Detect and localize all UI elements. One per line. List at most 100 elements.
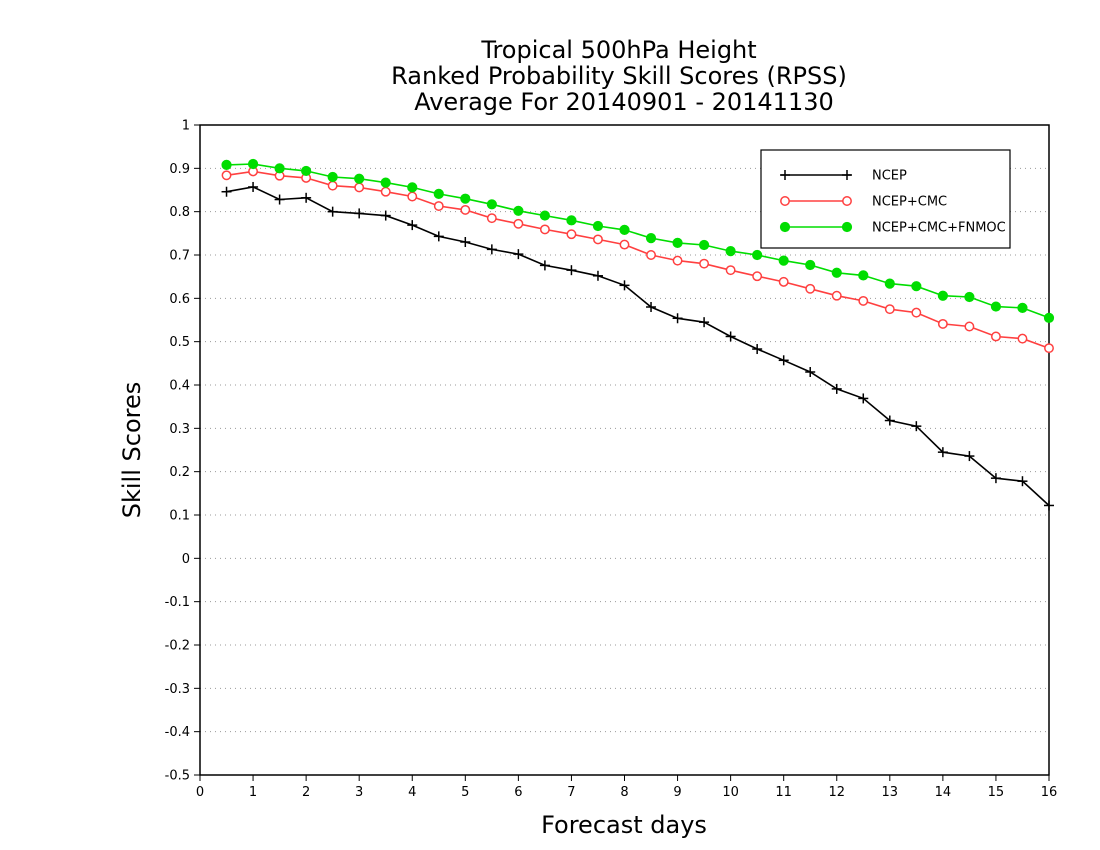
data-point xyxy=(221,186,232,197)
legend: NCEP NCEP+CMC NCEP+CMC+FNMOC xyxy=(760,149,1011,249)
data-point xyxy=(842,170,852,180)
data-point xyxy=(247,158,259,170)
data-point xyxy=(780,196,790,206)
x-tick-label: 0 xyxy=(196,785,204,800)
data-point xyxy=(1044,343,1054,354)
data-point xyxy=(842,196,852,206)
data-point xyxy=(407,182,418,193)
x-axis-label: Forecast days xyxy=(541,811,707,839)
data-point xyxy=(380,177,391,188)
data-point xyxy=(911,281,922,292)
data-point xyxy=(460,204,471,215)
x-tick-label: 6 xyxy=(514,785,522,800)
data-point xyxy=(433,188,444,199)
y-tick-label: 1 xyxy=(182,119,190,134)
data-point xyxy=(778,255,789,266)
data-point xyxy=(964,321,975,332)
x-tick-label: 10 xyxy=(722,785,739,800)
data-point xyxy=(407,220,418,231)
x-tick-label: 13 xyxy=(882,785,899,800)
data-point xyxy=(619,280,630,291)
data-point xyxy=(699,258,710,269)
data-point xyxy=(221,159,232,170)
x-tick-label: 7 xyxy=(567,785,575,800)
data-point xyxy=(752,249,763,261)
legend-item: NCEP xyxy=(780,169,907,184)
data-point xyxy=(221,170,232,181)
x-tick-label: 5 xyxy=(461,785,469,800)
y-tick-label: -0.1 xyxy=(165,595,190,610)
data-point xyxy=(248,181,259,192)
data-point xyxy=(990,301,1002,312)
data-point xyxy=(1017,476,1028,487)
data-point xyxy=(805,367,816,377)
data-point xyxy=(327,180,338,191)
data-point xyxy=(841,221,853,233)
data-point xyxy=(486,213,497,224)
y-tick-label: 0.8 xyxy=(169,205,190,220)
data-point xyxy=(274,194,285,205)
y-tick-label: -0.4 xyxy=(165,725,190,740)
data-point xyxy=(301,165,312,177)
data-point xyxy=(486,199,497,210)
data-point xyxy=(884,415,895,426)
data-point xyxy=(646,302,657,312)
data-point xyxy=(380,210,391,221)
y-tick-label: 0.4 xyxy=(169,379,190,394)
data-point xyxy=(513,218,524,229)
x-tick-label: 12 xyxy=(828,785,845,800)
data-point xyxy=(699,317,710,328)
data-point xyxy=(539,224,550,235)
series-ncep-cmc xyxy=(221,166,1054,354)
data-point xyxy=(460,237,471,247)
data-point xyxy=(964,451,975,462)
title-line-1: Tropical 500hPa Height xyxy=(480,36,756,64)
x-axis: 0 1 2 3 4 5 6 7 8 9 10 11 12 13 14 15 16 xyxy=(196,775,1057,800)
data-point xyxy=(831,383,842,394)
data-point xyxy=(831,290,842,301)
data-point xyxy=(937,290,948,301)
data-point xyxy=(592,220,604,232)
y-tick-label: 0.1 xyxy=(169,509,190,524)
y-tick-label: 0.3 xyxy=(169,422,190,437)
data-point xyxy=(593,234,603,245)
data-point xyxy=(513,205,524,216)
data-point xyxy=(672,255,683,266)
legend-label: NCEP+CMC+FNMOC xyxy=(872,221,1006,236)
data-point xyxy=(725,331,736,342)
data-point xyxy=(780,170,790,180)
data-point xyxy=(513,249,524,260)
data-point xyxy=(858,270,869,281)
x-tick-label: 14 xyxy=(935,785,952,800)
data-point xyxy=(1017,302,1028,313)
grid-lines xyxy=(200,167,1049,733)
y-tick-label: 0.7 xyxy=(169,249,190,264)
data-point xyxy=(752,344,763,355)
data-point xyxy=(964,291,975,303)
data-point xyxy=(566,229,577,240)
chart-title: Tropical 500hPa Height Ranked Probabilit… xyxy=(391,36,847,116)
data-point xyxy=(486,244,497,255)
data-point xyxy=(672,237,683,248)
data-point xyxy=(937,447,948,458)
y-tick-label: -0.3 xyxy=(165,682,190,697)
data-point xyxy=(539,260,550,271)
data-point xyxy=(407,191,418,202)
legend-label: NCEP xyxy=(872,169,907,184)
data-point xyxy=(592,270,603,281)
data-point xyxy=(805,259,816,271)
x-tick-label: 11 xyxy=(775,785,792,800)
x-tick-label: 8 xyxy=(620,785,628,800)
data-point xyxy=(460,193,471,204)
title-line-3: Average For 20140901 - 20141130 xyxy=(414,88,834,116)
data-point xyxy=(380,186,391,197)
y-tick-label: -0.2 xyxy=(165,639,190,654)
data-point xyxy=(327,206,338,217)
data-point xyxy=(327,171,338,183)
x-tick-label: 1 xyxy=(249,785,257,800)
data-point xyxy=(884,278,895,289)
data-point xyxy=(1043,312,1055,323)
data-point xyxy=(937,318,948,329)
x-tick-label: 4 xyxy=(408,785,416,800)
data-point xyxy=(566,265,577,276)
